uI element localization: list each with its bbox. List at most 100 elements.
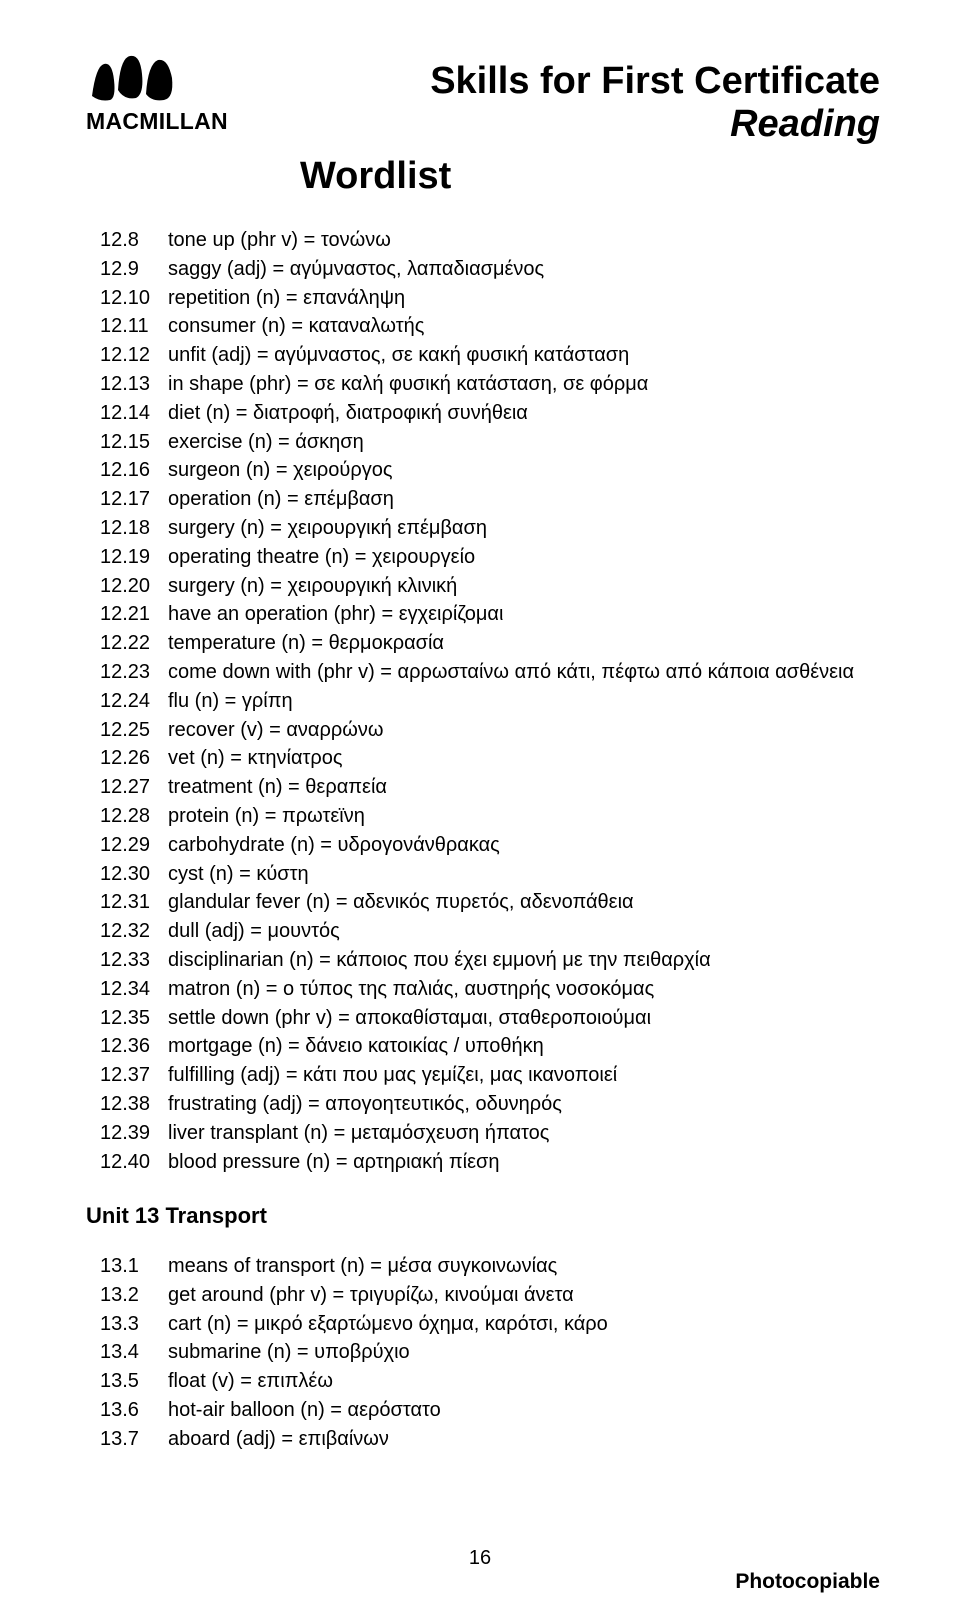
wordlist-entry: 12.37fulfilling (adj) = κάτι που μας γεμ… [100,1061,880,1090]
entry-text: carbohydrate (n) = υδρογονάνθρακας [168,831,880,860]
entry-text: blood pressure (n) = αρτηριακή πίεση [168,1148,880,1177]
wordlist-entry: 12.33disciplinarian (n) = κάποιος που έχ… [100,946,880,975]
entry-text: operating theatre (n) = χειρουργείο [168,543,880,572]
entry-number: 12.28 [100,802,168,831]
wordlist-entry: 12.21have an operation (phr) = εγχειρίζο… [100,600,880,629]
wordlist-entry: 12.35settle down (phr v) = αποκαθίσταμαι… [100,1004,880,1033]
entry-number: 12.17 [100,485,168,514]
entry-number: 12.37 [100,1061,168,1090]
wordlist-entry: 12.19operating theatre (n) = χειρουργείο [100,543,880,572]
entry-number: 12.35 [100,1004,168,1033]
entry-text: consumer (n) = καταναλωτής [168,312,880,341]
wordlist-entry: 12.38frustrating (adj) = απογοητευτικός,… [100,1090,880,1119]
entry-number: 12.31 [100,888,168,917]
entry-number: 13.4 [100,1338,168,1367]
wordlist-entry: 12.36mortgage (n) = δάνειο κατοικίας / υ… [100,1032,880,1061]
entry-number: 12.13 [100,370,168,399]
wordlist-entry: 12.15exercise (n) = άσκηση [100,428,880,457]
entry-text: vet (n) = κτηνίατρος [168,744,880,773]
wordlist-entry: 13.4submarine (n) = υποβρύχιο [100,1338,880,1367]
entry-text: come down with (phr v) = αρρωσταίνω από … [168,658,880,687]
wordlist-entry: 12.8tone up (phr v) = τονώνω [100,226,880,255]
wordlist-entry: 12.18surgery (n) = χειρουργική επέμβαση [100,514,880,543]
entry-number: 13.3 [100,1310,168,1339]
page-number: 16 [469,1547,491,1570]
entry-number: 12.39 [100,1119,168,1148]
entry-number: 12.11 [100,312,168,341]
entry-number: 12.9 [100,255,168,284]
entry-text: frustrating (adj) = απογοητευτικός, οδυν… [168,1090,880,1119]
wordlist-entry: 13.1means of transport (n) = μέσα συγκοι… [100,1252,880,1281]
entry-number: 12.24 [100,687,168,716]
entry-text: have an operation (phr) = εγχειρίζομαι [168,600,880,629]
entry-text: treatment (n) = θεραπεία [168,773,880,802]
wordlist-entry: 12.12unfit (adj) = αγύμναστος, σε κακή φ… [100,341,880,370]
wordlist-entry: 12.13in shape (phr) = σε καλή φυσική κατ… [100,370,880,399]
entry-number: 12.21 [100,600,168,629]
entry-number: 12.16 [100,456,168,485]
unit-heading: Unit 13 Transport [86,1200,880,1232]
entry-text: surgery (n) = χειρουργική επέμβαση [168,514,880,543]
entry-text: recover (v) = αναρρώνω [168,716,880,745]
entry-text: operation (n) = επέμβαση [168,485,880,514]
wordlist-entry: 12.22temperature (n) = θερμοκρασία [100,629,880,658]
wordlist-entry: 12.39liver transplant (n) = μεταμόσχευση… [100,1119,880,1148]
entry-number: 12.33 [100,946,168,975]
entry-text: saggy (adj) = αγύμναστος, λαπαδιασμένος [168,255,880,284]
wordlist-entry: 12.11consumer (n) = καταναλωτής [100,312,880,341]
entry-text: submarine (n) = υποβρύχιο [168,1338,880,1367]
wordlist-entry: 12.27treatment (n) = θεραπεία [100,773,880,802]
title-sub: Reading [430,103,880,146]
wordlist-content: 12.8tone up (phr v) = τονώνω12.9saggy (a… [100,226,880,1454]
entry-number: 12.12 [100,341,168,370]
entry-text: glandular fever (n) = αδενικός πυρετός, … [168,888,880,917]
entry-number: 12.10 [100,284,168,313]
wordlist-entry: 12.16surgeon (n) = χειρούργος [100,456,880,485]
wordlist-entry: 12.20surgery (n) = χειρουργική κλινική [100,572,880,601]
entry-text: surgery (n) = χειρουργική κλινική [168,572,880,601]
entry-text: fulfilling (adj) = κάτι που μας γεμίζει,… [168,1061,880,1090]
entry-number: 13.6 [100,1396,168,1425]
entry-text: get around (phr v) = τριγυρίζω, κινούμαι… [168,1281,880,1310]
wordlist-entry: 13.6hot-air balloon (n) = αερόστατο [100,1396,880,1425]
entry-number: 13.2 [100,1281,168,1310]
wordlist-entry: 12.10repetition (n) = επανάληψη [100,284,880,313]
entry-text: matron (n) = ο τύπος της παλιάς, αυστηρή… [168,975,880,1004]
entry-number: 12.32 [100,917,168,946]
entry-number: 12.22 [100,629,168,658]
entry-number: 12.19 [100,543,168,572]
wordlist-heading: Wordlist [300,155,451,198]
wordlist-entry: 13.5float (v) = επιπλέω [100,1367,880,1396]
entry-number: 12.26 [100,744,168,773]
entry-number: 13.5 [100,1367,168,1396]
entry-number: 12.38 [100,1090,168,1119]
entry-text: unfit (adj) = αγύμναστος, σε κακή φυσική… [168,341,880,370]
entry-number: 13.7 [100,1425,168,1454]
entry-text: cyst (n) = κύστη [168,860,880,889]
entry-text: disciplinarian (n) = κάποιος που έχει εμ… [168,946,880,975]
entry-text: diet (n) = διατροφή, διατροφική συνήθεια [168,399,880,428]
entry-text: exercise (n) = άσκηση [168,428,880,457]
title-main: Skills for First Certificate [430,60,880,103]
wordlist-entry: 12.29carbohydrate (n) = υδρογονάνθρακας [100,831,880,860]
entry-text: cart (n) = μικρό εξαρτώμενο όχημα, καρότ… [168,1310,880,1339]
entry-text: protein (n) = πρωτεϊνη [168,802,880,831]
wordlist-entry: 12.14diet (n) = διατροφή, διατροφική συν… [100,399,880,428]
entry-text: hot-air balloon (n) = αερόστατο [168,1396,880,1425]
entry-number: 12.15 [100,428,168,457]
entry-text: dull (adj) = μουντός [168,917,880,946]
entry-text: flu (n) = γρίπη [168,687,880,716]
entry-text: float (v) = επιπλέω [168,1367,880,1396]
wordlist-entry: 12.26vet (n) = κτηνίατρος [100,744,880,773]
publisher-logo: MACMILLAN [86,50,228,135]
wordlist-entry: 12.17operation (n) = επέμβαση [100,485,880,514]
wordlist-entry: 12.40blood pressure (n) = αρτηριακή πίεσ… [100,1148,880,1177]
entry-number: 12.25 [100,716,168,745]
entry-number: 12.29 [100,831,168,860]
entry-number: 12.8 [100,226,168,255]
macmillan-logo-icon [86,50,184,106]
wordlist-entry: 13.7aboard (adj) = επιβαίνων [100,1425,880,1454]
wordlist-entry: 12.24flu (n) = γρίπη [100,687,880,716]
entry-number: 12.27 [100,773,168,802]
entry-number: 12.34 [100,975,168,1004]
